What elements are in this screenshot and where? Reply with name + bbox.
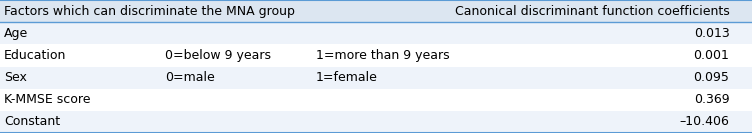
Text: –10.406: –10.406 — [680, 115, 729, 128]
FancyBboxPatch shape — [0, 66, 752, 89]
Text: Constant: Constant — [4, 115, 60, 128]
Text: 0=male: 0=male — [165, 71, 215, 84]
Text: Canonical discriminant function coefficients: Canonical discriminant function coeffici… — [455, 5, 729, 18]
Text: Age: Age — [4, 27, 28, 40]
FancyBboxPatch shape — [0, 44, 752, 66]
Text: 0.095: 0.095 — [693, 71, 729, 84]
Text: 1=more than 9 years: 1=more than 9 years — [316, 49, 450, 62]
FancyBboxPatch shape — [0, 22, 752, 44]
Text: Sex: Sex — [4, 71, 26, 84]
Text: 0=below 9 years: 0=below 9 years — [165, 49, 271, 62]
Text: 0.369: 0.369 — [694, 93, 729, 106]
FancyBboxPatch shape — [0, 111, 752, 133]
Text: Factors which can discriminate the MNA group: Factors which can discriminate the MNA g… — [4, 5, 295, 18]
Text: Education: Education — [4, 49, 66, 62]
Text: 1=female: 1=female — [316, 71, 378, 84]
Text: K-MMSE score: K-MMSE score — [4, 93, 90, 106]
Text: 0.013: 0.013 — [693, 27, 729, 40]
FancyBboxPatch shape — [0, 89, 752, 111]
Text: 0.001: 0.001 — [693, 49, 729, 62]
FancyBboxPatch shape — [0, 0, 752, 22]
